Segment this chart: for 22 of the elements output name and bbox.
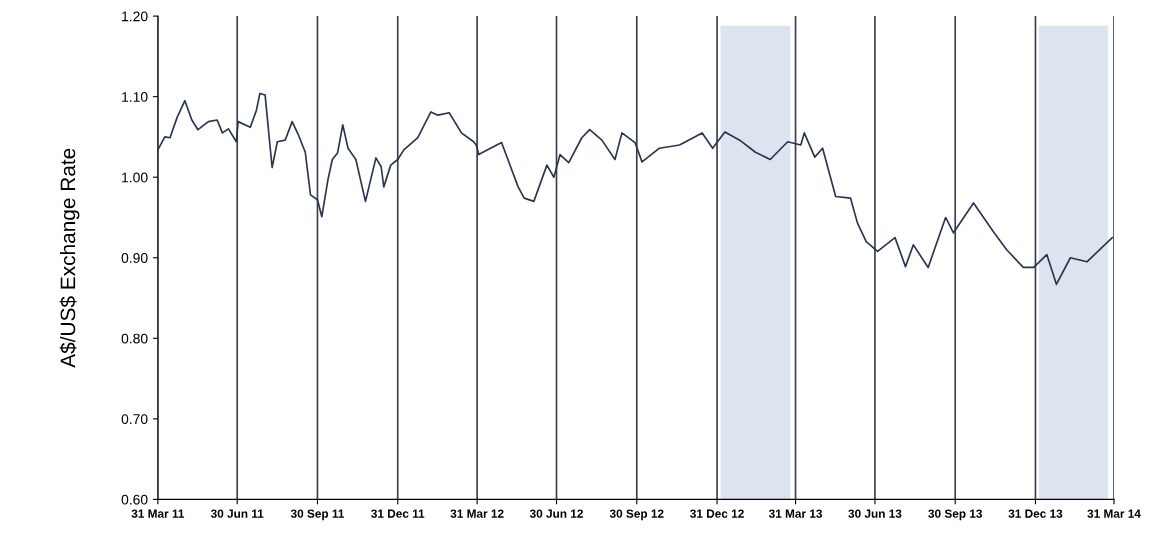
y-tick-label: 0.60 <box>121 494 148 505</box>
x-tick-label: 31 Mar 12 <box>450 509 504 518</box>
y-tick-label: 0.80 <box>121 333 148 344</box>
x-tick-label: 30 Sep 12 <box>609 509 664 521</box>
x-tick-label: 31 Mar 14 <box>1087 509 1141 518</box>
y-tick-label: 1.00 <box>122 172 148 183</box>
x-tick-label: 31 Mar 11 <box>131 509 185 518</box>
x-tick-label: 31 Dec 12 <box>690 509 744 518</box>
x-tick-label: 30 Sep 11 <box>290 509 345 521</box>
x-tick-label: 31 Mar 13 <box>768 509 823 518</box>
y-tick-label: 1.10 <box>122 91 148 102</box>
line-series <box>157 92 1114 286</box>
x-tick-label: 31 Dec 11 <box>371 509 425 518</box>
y-tick-label: 0.90 <box>121 253 148 263</box>
x-tick-label: 30 Jun 13 <box>848 509 902 518</box>
y-tick-label: 0.70 <box>121 414 148 425</box>
x-tick-label: 30 Jun 12 <box>529 509 583 518</box>
x-tick-label: 30 Jun 11 <box>210 509 264 518</box>
x-tick-label: 30 Sep 13 <box>928 509 983 521</box>
y-tick-label: 1.20 <box>122 11 148 22</box>
y-axis-title: A$/US$ Exchange Rate <box>59 148 80 368</box>
x-tick-label: 31 Dec 13 <box>1008 509 1063 518</box>
